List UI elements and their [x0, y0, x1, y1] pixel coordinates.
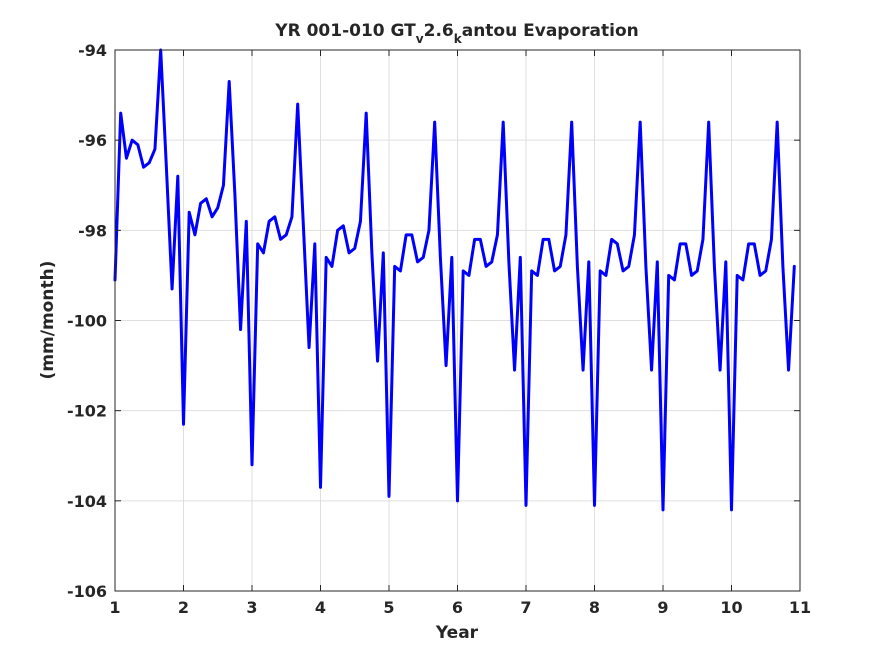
- x-tick-label: 8: [589, 598, 600, 617]
- y-axis-label: (mm/month): [38, 261, 58, 380]
- y-tick-label: -94: [78, 41, 107, 60]
- series-layer: [113, 48, 796, 512]
- title-suffix: antou Evaporation: [462, 21, 639, 41]
- x-tick-label: 1: [109, 598, 120, 617]
- y-tick-label: -98: [78, 221, 107, 240]
- title-sub-k: k: [454, 32, 463, 46]
- y-tick-label: -100: [67, 312, 107, 331]
- y-tick-label: -104: [67, 492, 107, 511]
- x-tick-label: 2: [178, 598, 189, 617]
- y-tick-labels: -106 -104 -102 -100 -98 -96 -94: [67, 41, 107, 601]
- x-tick-label: 4: [315, 598, 326, 617]
- x-axis-label: Year: [435, 623, 479, 643]
- x-tick-label: 6: [452, 598, 463, 617]
- title-prefix: YR 001-010 GT: [274, 21, 416, 41]
- x-tick-label: 11: [789, 598, 811, 617]
- tick-marks: [114, 49, 801, 592]
- x-tick-label: 3: [246, 598, 257, 617]
- y-tick-label: -96: [78, 131, 107, 150]
- x-tick-label: 9: [657, 598, 668, 617]
- evaporation-series-line: [113, 48, 796, 512]
- y-tick-label: -106: [67, 582, 107, 601]
- x-tick-label: 10: [720, 598, 742, 617]
- x-tick-labels: 1 2 3 4 5 6 7 8 9 10 11: [109, 598, 811, 617]
- x-tick-label: 7: [520, 598, 531, 617]
- title-mid: 2.6: [424, 21, 454, 41]
- chart-title: YR 001-010 GTv2.6kantou Evaporation: [274, 21, 638, 46]
- title-sub-v: v: [416, 32, 424, 46]
- x-tick-label: 5: [383, 598, 394, 617]
- y-tick-label: -102: [67, 402, 107, 421]
